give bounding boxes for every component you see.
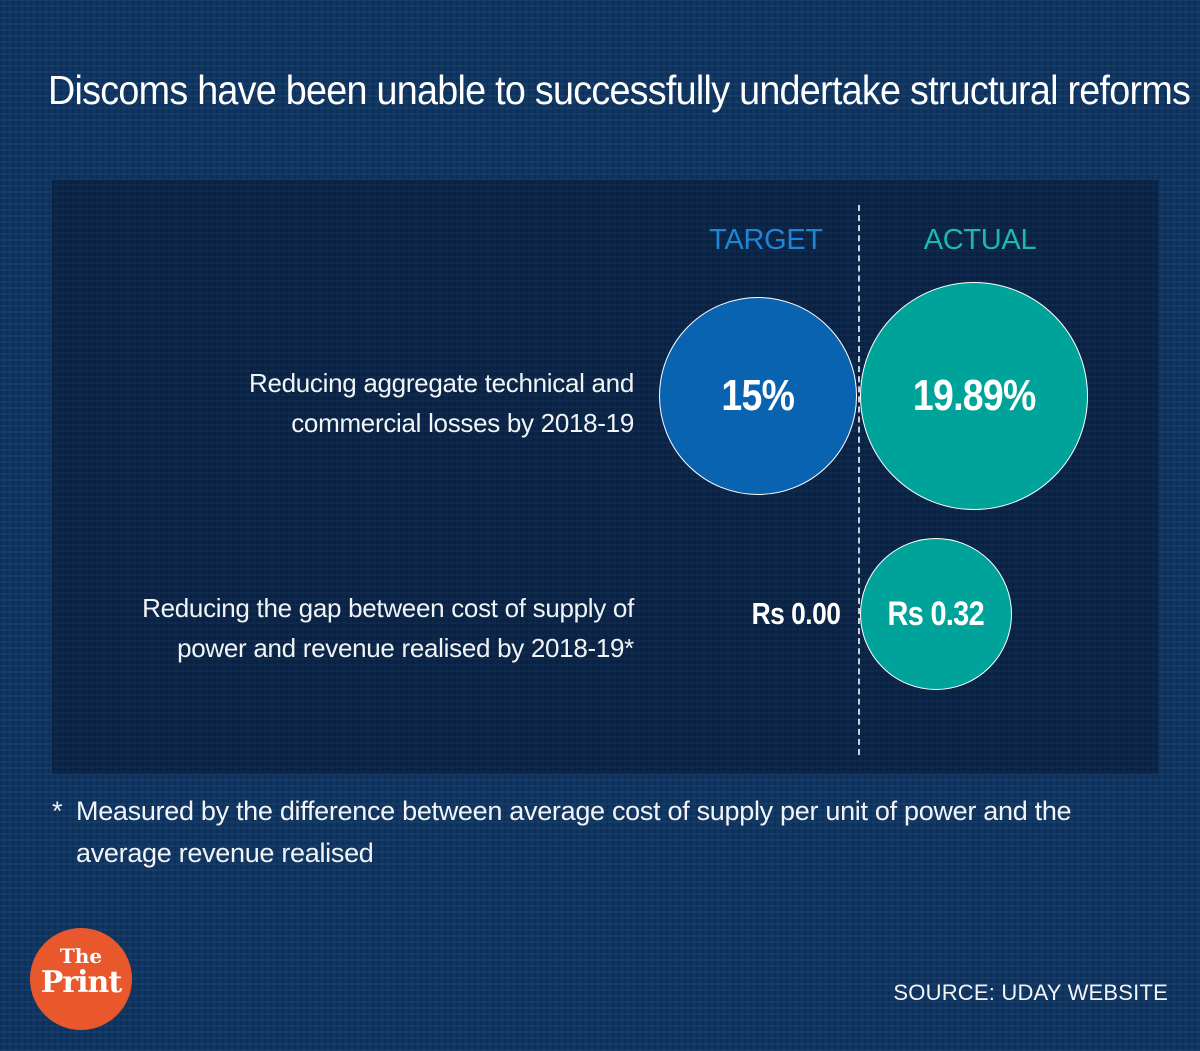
row-label-line: power and revenue realised by 2018-19*: [177, 633, 634, 663]
column-divider: [858, 205, 860, 755]
source-credit: SOURCE: UDAY WEBSITE: [893, 980, 1168, 1005]
value-label-target-row-1: 15%: [721, 370, 795, 420]
value-label-actual-row-2: Rs 0.32: [887, 594, 985, 633]
row-label-line: Reducing aggregate technical and: [248, 368, 634, 398]
row-label-line: Reducing the gap between cost of supply …: [142, 593, 634, 623]
row-label-line: commercial losses by 2018-19: [291, 408, 634, 438]
logo-text-the: The: [59, 944, 103, 968]
footnote-line: Measured by the difference between avera…: [76, 796, 1072, 826]
logo-text-print: Print: [40, 965, 122, 1000]
value-label-actual-row-1: 19.89%: [912, 371, 1036, 420]
footnote-line: average revenue realised: [76, 838, 374, 868]
bubble-actual-row-1: 19.89%: [860, 282, 1088, 510]
row-label-cost-gap: Reducing the gap between cost of supply …: [142, 588, 634, 668]
column-header-target: TARGET: [709, 224, 823, 256]
bubble-actual-row-2: Rs 0.32: [860, 538, 1012, 690]
bubble-target-row-1: 15%: [659, 297, 857, 495]
footnote-asterisk: *: [52, 796, 63, 826]
theprint-logo: The Print: [30, 928, 132, 1030]
row-label-losses: Reducing aggregate technical and commerc…: [249, 363, 634, 443]
column-header-actual: ACTUAL: [923, 224, 1037, 256]
value-label-target-row-2: Rs 0.00: [751, 596, 840, 631]
chart-title: Discoms have been unable to successfully…: [48, 67, 1191, 113]
footnote: * Measured by the difference between aver…: [52, 790, 1162, 874]
